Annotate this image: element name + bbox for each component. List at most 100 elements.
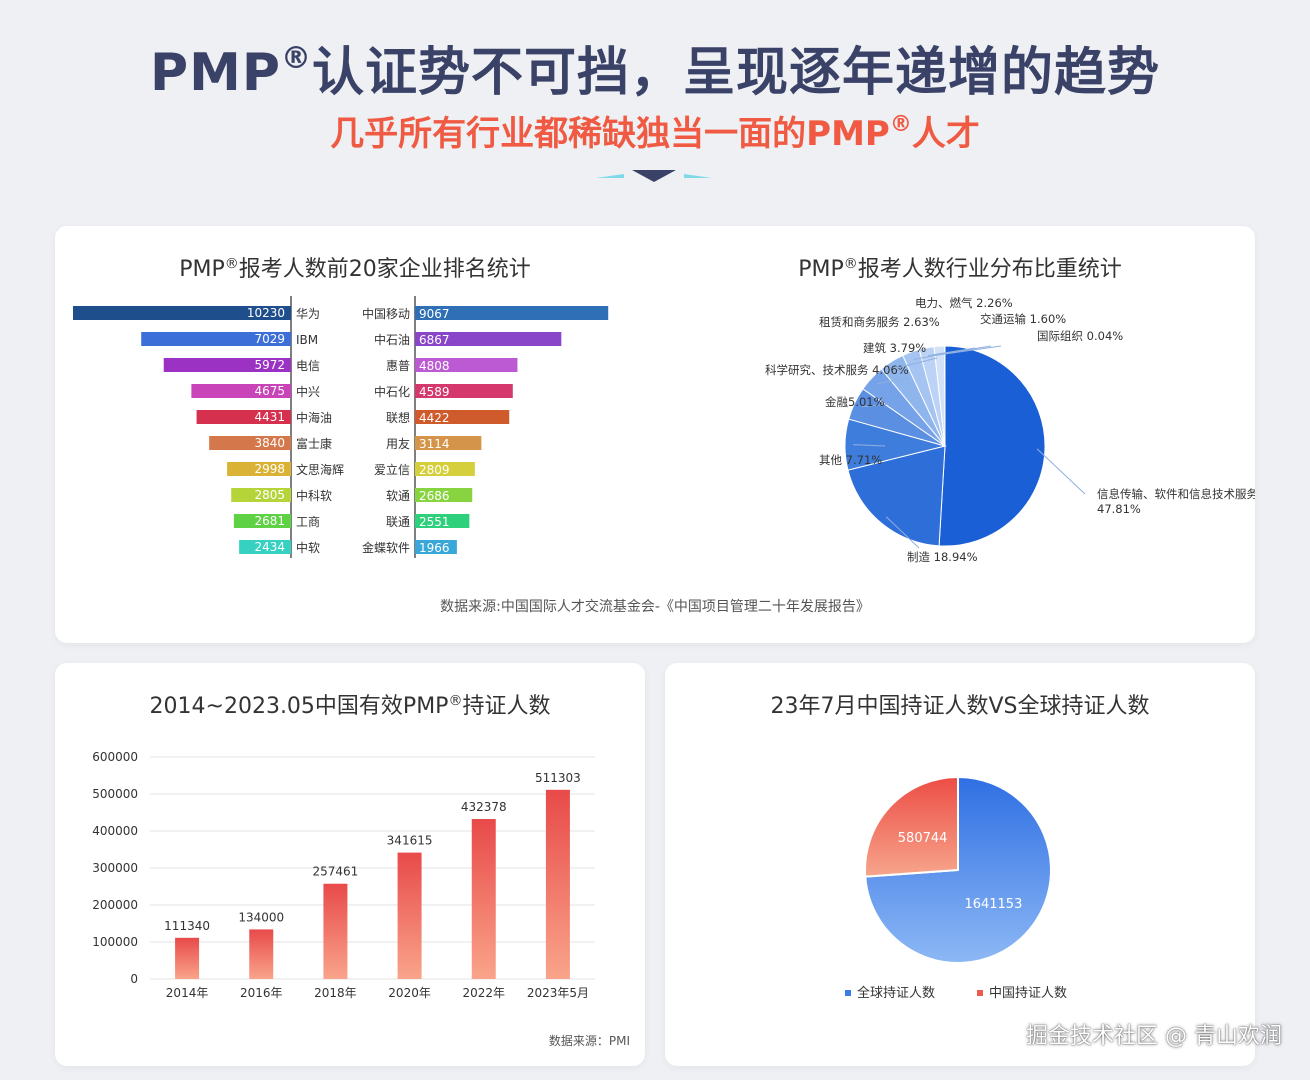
rank-left-value: 2681	[254, 514, 285, 528]
rank-left-bar	[163, 358, 291, 372]
card-top: PMP®报考人数前20家企业排名统计 PMP®报考人数行业分布比重统计 1023…	[55, 226, 1255, 643]
rank-left-label: 文思海辉	[296, 462, 344, 477]
holders-ytick: 600000	[92, 750, 138, 764]
rank-right-label: 联想	[386, 410, 410, 425]
holders-xtick: 2022年	[462, 986, 505, 1000]
rank-right-label: 联通	[386, 515, 410, 529]
rank-left-label: 中海油	[296, 410, 332, 425]
holders-bar-value: 134000	[238, 910, 284, 924]
rank-left-value: 2434	[254, 540, 285, 554]
rank-right-label: 用友	[386, 437, 410, 451]
industry-pie-label: 科学研究、技术服务 4.06%	[765, 363, 909, 377]
rank-right-value: 4808	[419, 359, 450, 373]
holders-ytick: 300000	[92, 861, 138, 875]
industry-pie-leader	[939, 345, 992, 355]
industry-pie-label: 国际组织 0.04%	[1037, 329, 1123, 343]
rank-right-bar	[415, 332, 562, 346]
holders-bar-value: 257461	[313, 865, 359, 879]
industry-pie-leader	[877, 377, 910, 385]
rank-left-value: 10230	[247, 306, 285, 320]
holders-bar	[175, 937, 200, 979]
rank-right-value: 3114	[419, 437, 450, 451]
compare-pie-slice	[864, 775, 959, 878]
rank-left-bar	[141, 332, 291, 346]
compare-pie-value: 1641153	[964, 897, 1022, 912]
holders-ytick: 0	[130, 972, 138, 986]
legend-swatch	[845, 990, 851, 996]
rank-left-value: 5972	[254, 358, 285, 372]
page-title: PMP®认证势不可挡，呈现逐年递增的趋势	[150, 41, 1160, 103]
industry-pie-slice	[938, 345, 1046, 547]
rank-right-bar	[415, 436, 482, 450]
rank-left-bar	[191, 384, 291, 398]
holders-xtick: 2023年5月	[527, 986, 589, 1000]
rank-right-label: 爱立信	[374, 462, 410, 477]
rank-right-bar	[415, 514, 470, 528]
rank-left-bar	[227, 462, 291, 476]
rank-left-label: 工商	[296, 514, 320, 529]
industry-pie-leader	[861, 403, 890, 408]
rank-right-bar	[415, 462, 475, 476]
holders-ytick: 400000	[92, 824, 138, 838]
rank-left-label: 中科软	[296, 488, 332, 503]
rank-left-label: 华为	[296, 307, 320, 321]
rank-left-bar	[196, 410, 291, 424]
rank-left-bar	[239, 540, 291, 554]
industry-pie-label: 租赁和商务服务 2.63%	[819, 315, 940, 329]
holders-ytick: 100000	[92, 935, 138, 949]
industry-pie-leader	[852, 444, 886, 447]
industry-pie-label: 交通运输 1.60%	[980, 312, 1066, 326]
legend-swatch	[977, 990, 983, 996]
rank-left-label: 电信	[296, 359, 320, 373]
rank-right-value: 2551	[419, 515, 450, 529]
holders-bar	[545, 789, 570, 979]
holders-xtick: 2020年	[388, 986, 431, 1000]
rank-right-bar	[415, 358, 518, 372]
industry-pie-label: 其他 7.71%	[819, 453, 882, 467]
rank-right-label: 中石化	[374, 384, 410, 399]
left-chart-title: PMP®报考人数前20家企业排名统计	[179, 256, 531, 282]
rank-right-label: 中国移动	[362, 306, 410, 321]
holders-bar-value: 511303	[535, 771, 581, 785]
industry-pie-slice	[847, 445, 946, 547]
rank-left-value: 7029	[254, 332, 285, 346]
watermark: 掘金技术社区 @ 青山欢润	[1026, 1024, 1282, 1049]
rank-left-value: 2805	[254, 488, 285, 502]
industry-pie-leader	[944, 345, 1002, 355]
holders-bar	[397, 852, 422, 979]
rank-right-label: 软通	[386, 489, 410, 503]
industry-pie-label-pct: 47.81%	[1097, 502, 1141, 516]
legend-label: 中国持证人数	[989, 986, 1067, 1001]
compare-pie-chart: 1641153 580744 全球持证人数 中国持证人数	[845, 775, 1067, 1001]
rank-left-label: 中兴	[296, 384, 320, 399]
industry-pie-label: 金融5.01%	[825, 395, 885, 409]
holders-bar	[471, 819, 496, 979]
holders-xtick: 2016年	[240, 986, 283, 1000]
pmi-source-note: 数据来源：PMI	[548, 1034, 630, 1048]
page-subtitle: 几乎所有行业都稀缺独当一面的PMP®人才	[330, 112, 980, 154]
right-chart-title: PMP®报考人数行业分布比重统计	[798, 256, 1122, 282]
card-bottom-right: 23年7月中国持证人数VS全球持证人数 1641153 580744 全球持证人数 中…	[665, 663, 1255, 1066]
industry-pie-leader	[895, 357, 938, 369]
rank-left-value: 2998	[254, 462, 285, 476]
holders-bar	[323, 883, 348, 979]
legend-label: 全球持证人数	[857, 985, 935, 1001]
page-header: PMP®认证势不可挡，呈现逐年递增的趋势 几乎所有行业都稀缺独当一面的PMP®人…	[0, 0, 1310, 205]
rank-right-value: 6867	[419, 333, 450, 347]
rank-right-bar	[415, 410, 510, 424]
card-bottom-left: 2014~2023.05中国有效PMP®持证人数 0 100000 200000 30…	[55, 663, 645, 1066]
industry-pie-label: 制造 18.94%	[907, 550, 978, 564]
rank-left-bar	[233, 514, 291, 528]
industry-pie-leader	[885, 516, 920, 549]
rank-left-bar	[231, 488, 291, 502]
rank-right-value: 9067	[419, 307, 450, 321]
rank-right-value: 4589	[419, 385, 450, 399]
rank-right-value: 2809	[419, 463, 450, 477]
rank-right-label: 中石油	[374, 332, 410, 347]
compare-pie-value: 580744	[898, 831, 948, 846]
holders-xtick: 2014年	[166, 986, 209, 1000]
rank-left-label: 中软	[296, 540, 320, 555]
rank-right-bar	[415, 488, 473, 502]
rank-right-value: 4422	[419, 411, 450, 425]
